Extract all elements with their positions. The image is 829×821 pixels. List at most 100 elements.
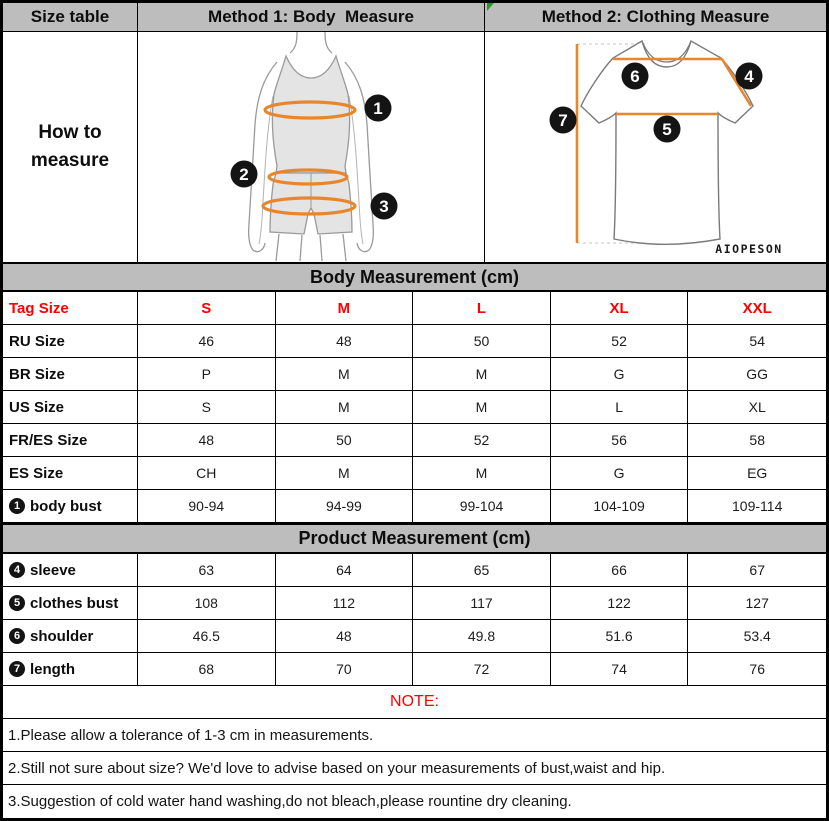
cell: 70 — [276, 653, 414, 685]
header-row: Size table Method 1: Body Measure Method… — [3, 3, 826, 32]
row-label: shoulder — [30, 627, 94, 645]
cell: 104-109 — [551, 490, 689, 522]
cell: XL — [748, 399, 766, 415]
cell: 112 — [276, 587, 414, 619]
header-method-1: Method 1: Body Measure — [138, 3, 485, 31]
cell: 46 — [138, 325, 276, 357]
svg-text:7: 7 — [558, 111, 567, 130]
cell: 109-114 — [732, 498, 783, 514]
row-label: clothes bust — [30, 594, 119, 612]
note-title: NOTE: — [3, 686, 826, 719]
cell: 108 — [138, 587, 276, 619]
size-xxl: XXL — [742, 299, 772, 317]
note-item-2: 2.Still not sure about size? We'd love t… — [3, 752, 826, 785]
brand-text: AIOPESON — [715, 242, 782, 256]
table-row-length: 7 length 68 70 72 74 76 — [3, 653, 826, 686]
body-measure-illustration: 1 2 3 — [138, 32, 485, 262]
cell: 50 — [413, 325, 551, 357]
row-label: FR/ES Size — [9, 431, 88, 449]
cell: 94-99 — [276, 490, 414, 522]
cell: 50 — [276, 424, 414, 456]
cell: 48 — [276, 325, 414, 357]
cell: GG — [746, 366, 769, 382]
note-item-3: 3.Suggestion of cold water hand washing,… — [8, 793, 572, 810]
size-m: M — [276, 292, 414, 324]
cell: 65 — [413, 554, 551, 586]
tag-size-label: Tag Size — [3, 292, 138, 324]
cell: 67 — [749, 562, 765, 578]
badge-7: 7 — [549, 106, 577, 134]
row-label: sleeve — [30, 561, 76, 579]
measure-badge-1: 1 — [9, 498, 25, 514]
row-label: length — [30, 660, 75, 678]
row-label: body bust — [30, 497, 102, 515]
cell: M — [413, 391, 551, 423]
cell: 58 — [749, 432, 765, 448]
waist-tape — [267, 168, 349, 186]
cell: 51.6 — [551, 620, 689, 652]
illustration-row: How to measure — [3, 32, 826, 262]
cell: M — [276, 358, 414, 390]
cell: 63 — [138, 554, 276, 586]
badge-5: 5 — [653, 115, 681, 143]
cell: 74 — [551, 653, 689, 685]
sleeve-line — [720, 58, 753, 107]
svg-text:1: 1 — [373, 99, 382, 118]
cell: M — [276, 391, 414, 423]
header-method-2: Method 2: Clothing Measure — [485, 3, 826, 31]
table-row-clothes-bust: 5 clothes bust 108 112 117 122 127 — [3, 587, 826, 620]
cell: 46.5 — [138, 620, 276, 652]
cell: 68 — [138, 653, 276, 685]
cell: 72 — [413, 653, 551, 685]
row-label: US Size — [9, 398, 65, 416]
size-s: S — [138, 292, 276, 324]
table-row-ru-size: RU Size 46 48 50 52 54 — [3, 325, 826, 358]
table-row-shoulder: 6 shoulder 46.5 48 49.8 51.6 53.4 — [3, 620, 826, 653]
svg-text:5: 5 — [662, 120, 671, 139]
svg-text:3: 3 — [379, 197, 388, 216]
clothing-measure-illustration: 6 4 7 5 AIOPESON — [485, 32, 826, 262]
table-row-us-size: US Size S M M L XL — [3, 391, 826, 424]
table-row-br-size: BR Size P M M G GG — [3, 358, 826, 391]
table-row-sleeve: 4 sleeve 63 64 65 66 67 — [3, 554, 826, 587]
row-label: RU Size — [9, 332, 65, 350]
bust-tape — [263, 100, 357, 120]
cell: M — [413, 358, 551, 390]
badge-1: 1 — [364, 94, 392, 122]
table-row-fres-size: FR/ES Size 48 50 52 56 58 — [3, 424, 826, 457]
svg-text:2: 2 — [239, 165, 248, 184]
cell: 76 — [749, 661, 765, 677]
measure-badge-4: 4 — [9, 562, 25, 578]
note-item-1: 1.Please allow a tolerance of 1-3 cm in … — [3, 719, 826, 752]
header-size-table: Size table — [3, 3, 138, 31]
cell: L — [551, 391, 689, 423]
cell: 49.8 — [413, 620, 551, 652]
cell: 66 — [551, 554, 689, 586]
size-header-row: Tag Size S M L XL XXL — [3, 292, 826, 325]
cell: CH — [138, 457, 276, 489]
cell: 127 — [745, 595, 769, 611]
svg-text:4: 4 — [744, 67, 754, 86]
badge-2: 2 — [230, 160, 258, 188]
cell: S — [138, 391, 276, 423]
row-label: ES Size — [9, 464, 64, 482]
badge-6: 6 — [621, 62, 649, 90]
cell: 122 — [551, 587, 689, 619]
table-row-es-size: ES Size CH M M G EG — [3, 457, 826, 490]
cell: G — [551, 358, 689, 390]
cell: G — [551, 457, 689, 489]
cell: 48 — [276, 620, 414, 652]
size-l: L — [413, 292, 551, 324]
hip-tape — [261, 196, 357, 216]
svg-text:6: 6 — [630, 67, 639, 86]
cell: P — [138, 358, 276, 390]
badge-3: 3 — [370, 192, 398, 220]
measure-badge-7: 7 — [9, 661, 25, 677]
badge-4: 4 — [735, 62, 763, 90]
cell: 56 — [551, 424, 689, 456]
cell: 53.4 — [743, 628, 771, 644]
cell: 99-104 — [413, 490, 551, 522]
cell: 54 — [749, 333, 765, 349]
measure-badge-6: 6 — [9, 628, 25, 644]
